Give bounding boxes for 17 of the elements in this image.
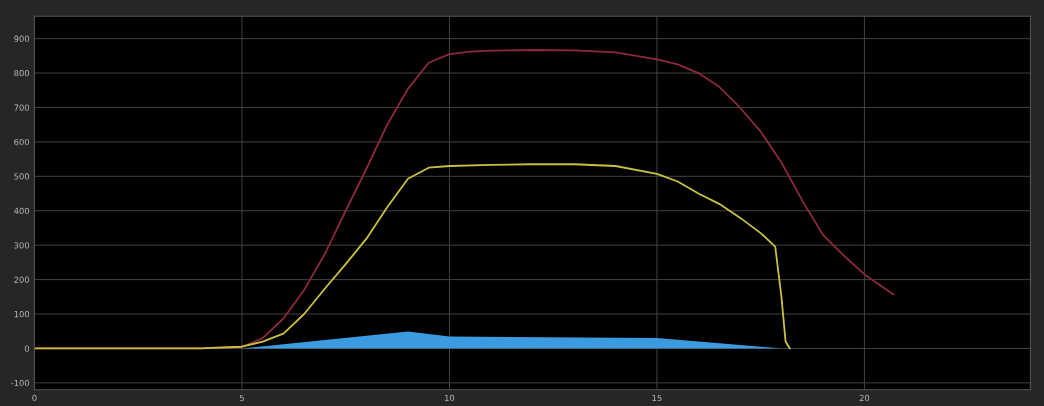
x-tick-label: 20 xyxy=(859,394,870,402)
x-tick-label: 15 xyxy=(652,394,662,402)
x-tick-label: 0 xyxy=(32,394,37,402)
line-series xyxy=(34,163,791,350)
y-tick-label: 0 xyxy=(24,345,30,352)
y-tick-label: 300 xyxy=(14,242,30,249)
y-tick-label: 500 xyxy=(14,173,30,180)
x-tick-label: 10 xyxy=(445,394,455,402)
x-tick-label: 5 xyxy=(239,394,244,402)
y-tick-label: 400 xyxy=(14,207,30,215)
y-tick-label: 900 xyxy=(14,35,30,42)
y-tick-label: -100 xyxy=(11,379,30,387)
y-tick-label: 100 xyxy=(14,311,30,318)
y-tick-label: 800 xyxy=(14,70,30,77)
y-tick-label: 200 xyxy=(14,276,30,283)
y-tick-label: 700 xyxy=(14,104,30,111)
y-tick-label: 600 xyxy=(14,138,30,146)
